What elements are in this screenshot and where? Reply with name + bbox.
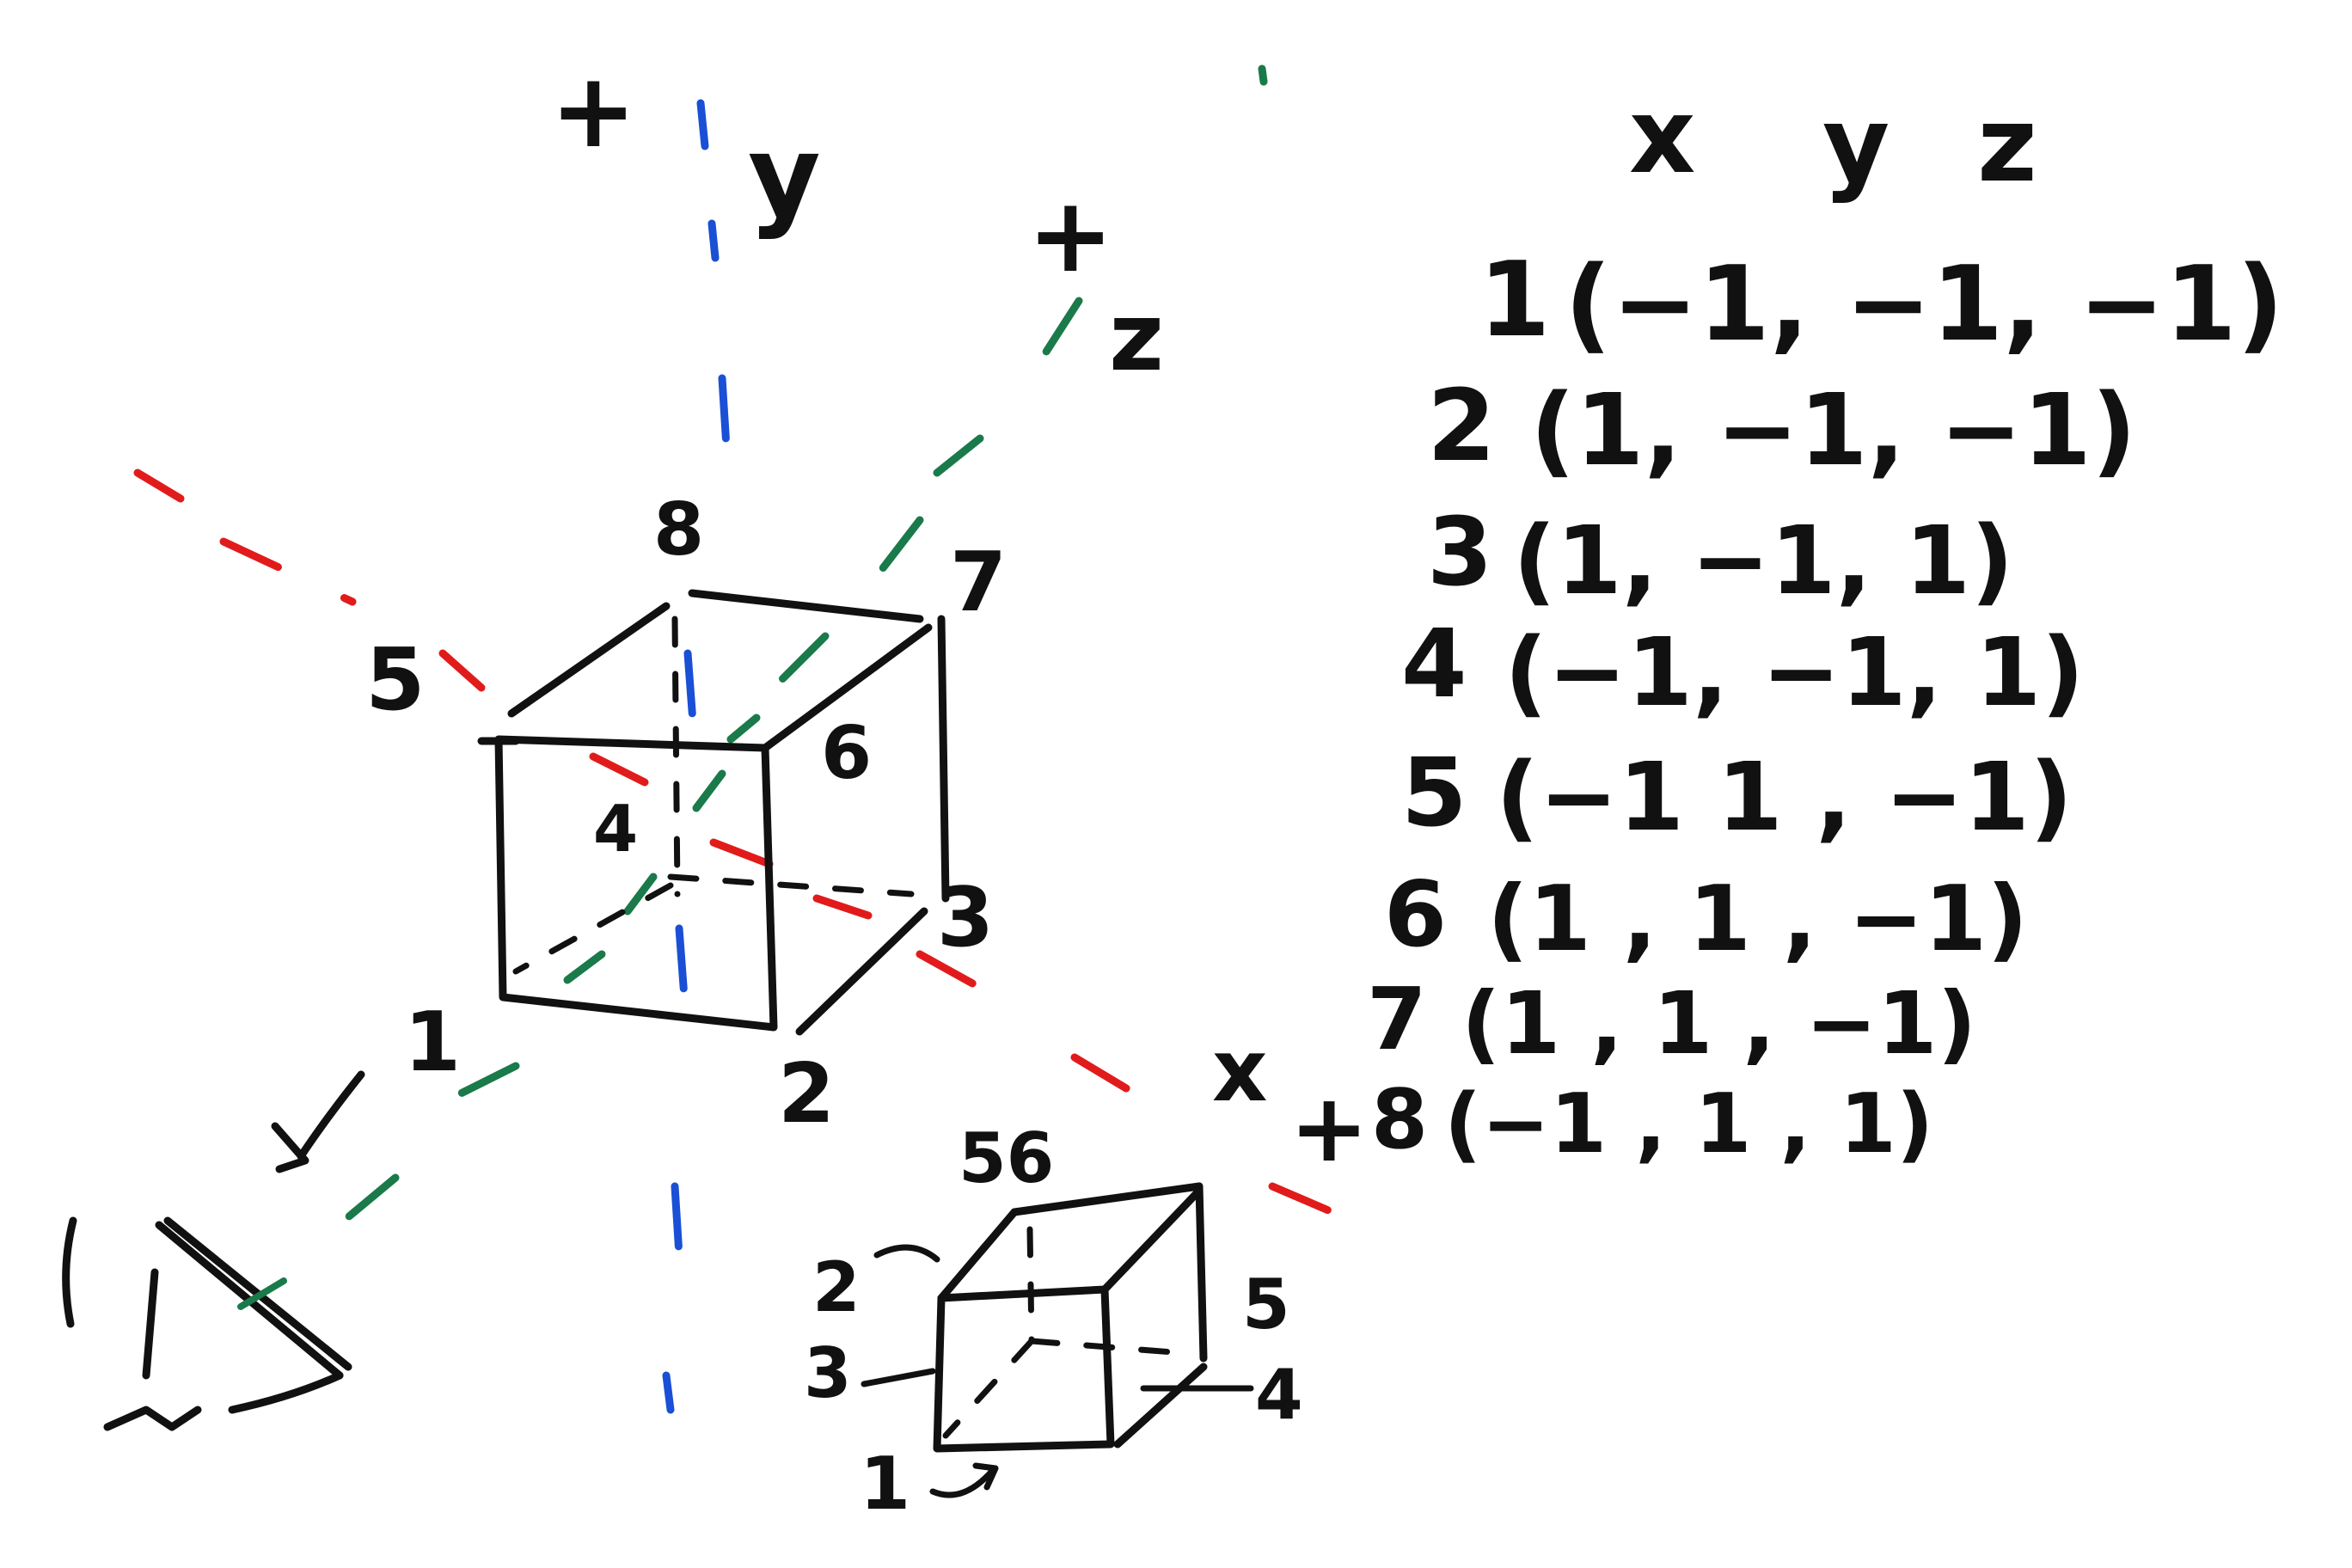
table-row-coords: (1, −1, 1) <box>1513 505 2014 616</box>
table-row-index: 5 <box>1401 738 1467 848</box>
table-row-index: 2 <box>1427 369 1496 484</box>
table-row-coords: (1, −1, −1) <box>1530 373 2136 488</box>
main-cube <box>477 589 950 1036</box>
z-axis-label: z <box>1109 282 1164 392</box>
x-axis-label: x <box>1212 1020 1268 1121</box>
camera-icon <box>62 1216 352 1431</box>
small-cube-labels: 1 2 3 4 5 56 <box>804 1118 1303 1527</box>
vertex-label-4: 4 <box>593 791 638 867</box>
vertex-label-6: 6 <box>821 711 872 796</box>
coordinate-table: x y z 1 (−1, −1, −1) 2 (1, −1, −1) 3 (1,… <box>1367 77 2284 1172</box>
small-cube <box>861 1182 1254 1498</box>
x-axis <box>133 469 1337 1216</box>
vertex-label-7: 7 <box>950 536 1007 630</box>
small-vertex-label-56: 56 <box>959 1118 1054 1198</box>
plus-y-sign: + <box>550 52 637 171</box>
small-vertex-label-4: 4 <box>1255 1355 1303 1435</box>
table-row-index: 1 <box>1479 241 1551 360</box>
table-row-coords: (1 , 1 , −1) <box>1487 867 2028 971</box>
table-row-coords: (−1, −1, 1) <box>1504 617 2085 727</box>
vertex-label-2: 2 <box>778 1047 835 1142</box>
z-axis <box>340 64 1268 1225</box>
table-row-coords: (1 , 1 , −1) <box>1461 973 1976 1074</box>
axis-labels: + y + z x + <box>550 52 1369 1183</box>
table-row-index: 8 <box>1371 1073 1428 1167</box>
vertex-label-8: 8 <box>653 487 704 573</box>
vertex-label-3: 3 <box>937 871 994 965</box>
table-header-x: x <box>1629 77 1695 197</box>
table-header-z: z <box>1977 86 2037 205</box>
vertex-label-1: 1 <box>404 995 461 1090</box>
vertex-label-5: 5 <box>365 629 426 730</box>
table-row-coords: (−1, −1, −1) <box>1565 245 2284 364</box>
plus-x-sign: + <box>1289 1073 1369 1183</box>
table-row-coords: (−1 1 , −1) <box>1496 742 2073 852</box>
table-header-y: y <box>1822 86 1890 205</box>
table-row-index: 4 <box>1401 609 1467 719</box>
table-row-coords: (−1 , 1 , 1) <box>1444 1077 1933 1172</box>
y-axis-label: y <box>748 111 821 242</box>
small-vertex-label-5: 5 <box>1242 1265 1290 1344</box>
rotate-arrow-icon <box>271 1070 365 1173</box>
table-row-index: 6 <box>1384 862 1447 967</box>
table-row-index: 7 <box>1367 969 1427 1069</box>
y-axis <box>662 99 731 1414</box>
table-row-index: 3 <box>1427 497 1493 607</box>
small-vertex-label-3: 3 <box>804 1333 852 1413</box>
plus-z-sign: + <box>1027 176 1114 296</box>
small-vertex-label-1: 1 <box>860 1442 910 1527</box>
small-vertex-label-2: 2 <box>812 1247 861 1327</box>
main-cube-labels: 1 2 3 4 5 6 7 8 <box>365 487 1007 1142</box>
